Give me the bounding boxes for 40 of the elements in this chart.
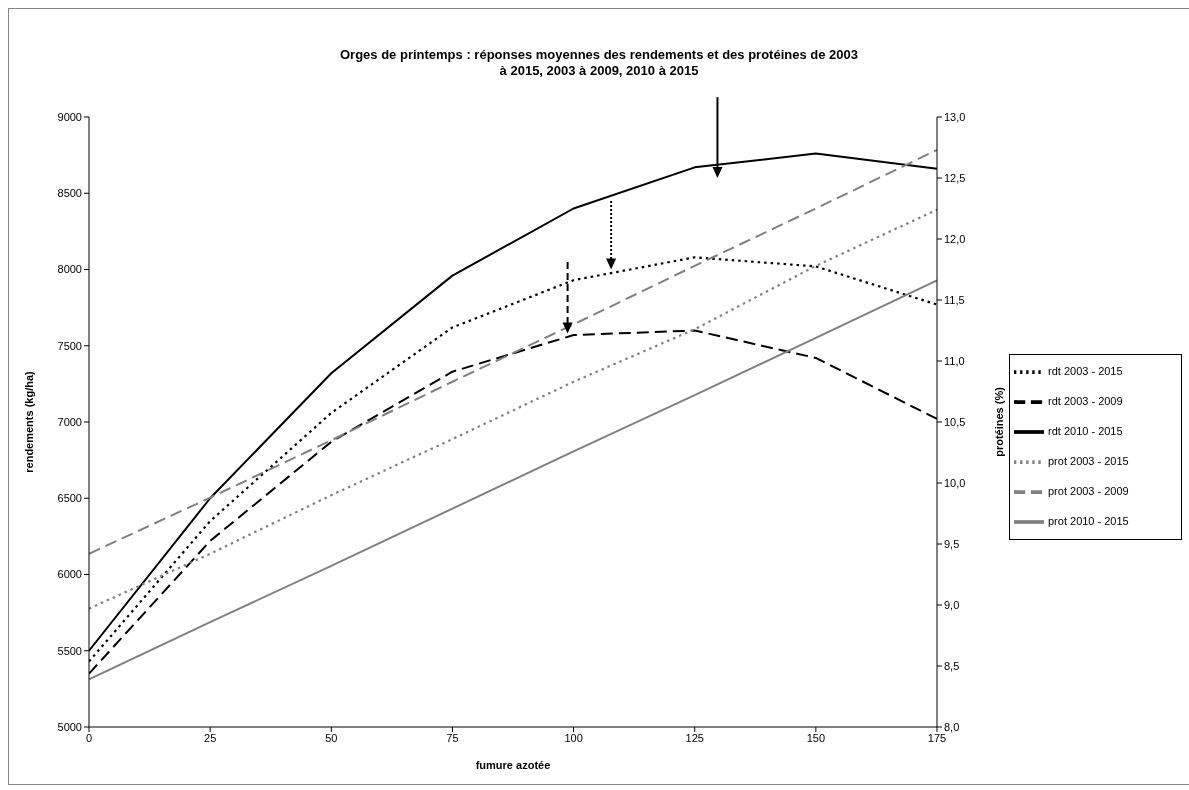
legend-label: rdt 2003 - 2009 [1048, 394, 1123, 407]
y-tick-label: 5500 [57, 644, 82, 657]
x-tick-label: 125 [685, 731, 704, 744]
x-tick-label: 50 [325, 731, 338, 744]
y2-tick-label: 8,0 [944, 720, 960, 733]
x-tick-label: 100 [564, 731, 583, 744]
y-tick-label: 7500 [57, 339, 82, 352]
legend-label: rdt 2003 - 2015 [1048, 364, 1123, 377]
y2-tick-label: 11,0 [944, 354, 965, 367]
y2-tick-label: 10,0 [944, 476, 966, 489]
y2-tick-label: 12,5 [944, 171, 966, 184]
y2-tick-label: 9,0 [944, 598, 960, 611]
line-series [89, 208, 937, 610]
chart-title: Orges de printemps : réponses moyennes des rendements et des protéines de 2003 à 2015, 2003 à 2009, 2010 à 2015 [339, 46, 859, 80]
y2-tick-label: 9,5 [944, 537, 960, 550]
legend-label: prot 2003 - 2015 [1048, 454, 1129, 467]
x-tick-label: 75 [446, 731, 459, 744]
legend-label: rdt 2010 - 2015 [1048, 424, 1123, 437]
x-tick-label: 25 [204, 731, 217, 744]
y-tick-label: 8500 [57, 187, 82, 200]
x-axis-title: fumure azotée [475, 759, 551, 771]
y-tick-label: 6000 [57, 568, 82, 581]
legend-label: prot 2010 - 2015 [1048, 514, 1129, 527]
legend-label: prot 2003 - 2009 [1048, 484, 1129, 497]
y-tick-label: 6500 [57, 492, 82, 505]
y-axis-title: rendements (kg/ha) [22, 370, 35, 473]
y-tick-label: 8000 [57, 263, 82, 276]
line-series [89, 148, 937, 555]
x-tick-label: 0 [85, 731, 93, 744]
y-tick-label: 7000 [57, 415, 82, 428]
x-tick-label: 150 [806, 731, 826, 744]
y-tick-label: 9000 [57, 110, 82, 123]
y2-axis-title: protéines (%) [992, 386, 1005, 457]
y2-tick-label: 10,5 [944, 415, 966, 428]
x-tick-label: 175 [927, 731, 947, 744]
y2-tick-label: 13,0 [944, 110, 966, 123]
y-tick-label: 5000 [57, 720, 82, 733]
y2-tick-label: 12,0 [944, 232, 966, 245]
y2-tick-label: 11,5 [944, 293, 965, 306]
y2-tick-label: 8,5 [944, 659, 960, 672]
